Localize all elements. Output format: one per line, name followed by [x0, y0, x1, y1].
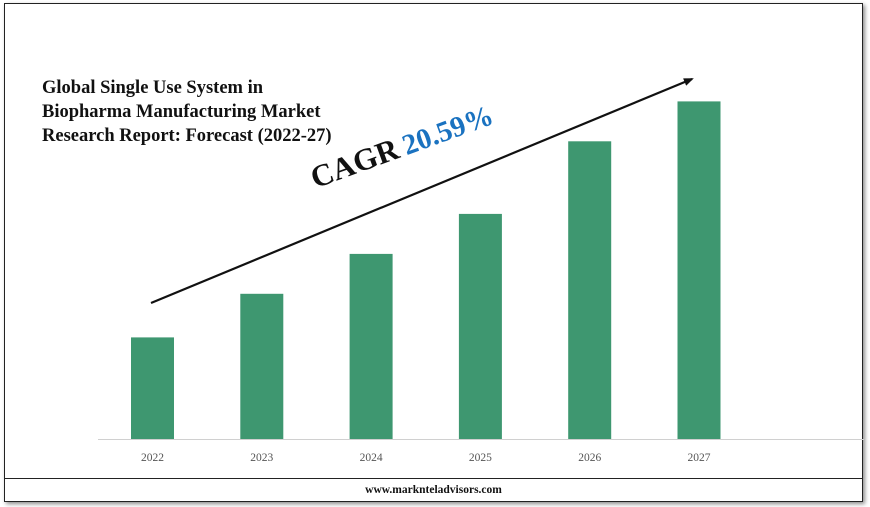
title-line-2: Biopharma Manufacturing Market	[42, 102, 321, 122]
bar-2024	[349, 253, 393, 439]
chart-title: Global Single Use System in Biopharma Ma…	[42, 76, 402, 148]
x-tick-labels: 2022 2023 2024 2025 2026 2027	[141, 452, 711, 464]
title-line-3: Research Report: Forecast (2022-27)	[42, 126, 332, 146]
bar-2026	[568, 141, 612, 440]
bar-2027	[677, 101, 721, 440]
title-line-1: Global Single Use System in	[42, 78, 263, 98]
cagr-trend-arrow	[150, 77, 694, 305]
x-tick-label-2027: 2027	[688, 452, 711, 464]
bar-2023	[240, 293, 284, 439]
bar-2025	[458, 213, 502, 439]
x-tick-label-2026: 2026	[578, 452, 601, 464]
x-tick-label-2024: 2024	[360, 452, 383, 464]
x-tick-label-2025: 2025	[469, 452, 492, 464]
bar-2022	[131, 337, 174, 439]
x-tick-label-2023: 2023	[250, 452, 273, 464]
footer-website: www.marknteladvisors.com	[365, 484, 502, 496]
bars-group	[131, 101, 721, 440]
footer-divider	[5, 478, 862, 479]
x-tick-label-2022: 2022	[141, 452, 164, 464]
